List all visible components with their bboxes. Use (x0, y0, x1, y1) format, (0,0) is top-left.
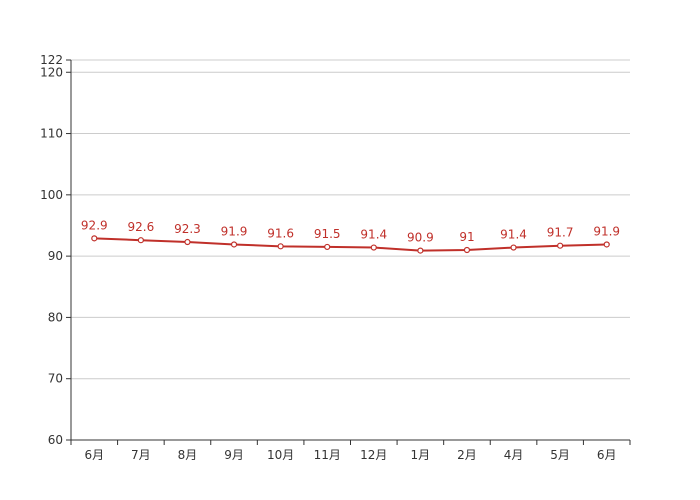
x-tick-label: 6月 (84, 448, 104, 462)
data-point (557, 242, 564, 249)
y-tick-label: 80 (48, 310, 63, 324)
data-point (417, 247, 424, 254)
data-label: 91.7 (547, 226, 574, 240)
data-point (324, 243, 331, 251)
x-tick-label: 2月 (457, 448, 477, 462)
y-tick-label: 70 (48, 372, 63, 386)
data-label: 91 (459, 230, 474, 244)
x-tick-label: 4月 (504, 448, 524, 462)
x-axis-ticks: 6月 7月 8月 9月 10月 11月 12月 1月 2月 4月 5月 6月 (70, 440, 631, 462)
data-label: 91.9 (593, 224, 620, 238)
x-tick-label: 8月 (178, 448, 198, 462)
data-point (510, 244, 517, 251)
x-tick-label: 5月 (550, 448, 570, 462)
data-point (230, 241, 238, 248)
data-point (603, 241, 610, 248)
x-tick-label: 7月 (131, 448, 151, 462)
data-label: 92.6 (128, 220, 155, 234)
data-point (91, 235, 98, 242)
y-tick-label: 122 (40, 53, 63, 67)
data-point (463, 246, 471, 254)
series-line (94, 237, 607, 252)
grid-lines (71, 59, 630, 441)
y-tick-label: 100 (40, 188, 63, 202)
y-tick-label: 120 (40, 65, 63, 79)
data-label: 91.9 (221, 224, 248, 238)
data-label: 91.4 (500, 228, 527, 242)
data-label: 91.6 (267, 226, 294, 240)
x-tick-label: 12月 (360, 448, 387, 462)
data-label: 92.9 (81, 218, 108, 232)
data-label: 91.4 (360, 228, 387, 242)
data-labels: 92.9 92.6 92.3 91.9 91.6 91.5 91.4 90.9 91 91.4 91… (81, 218, 620, 244)
data-point (137, 237, 144, 244)
x-tick-label: 10月 (267, 448, 294, 462)
x-tick-label: 1月 (411, 448, 431, 462)
data-label: 90.9 (407, 231, 434, 245)
x-tick-label: 11月 (314, 448, 341, 462)
data-label: 91.5 (314, 227, 341, 241)
data-point (277, 243, 284, 250)
data-points (91, 235, 610, 254)
data-point (184, 238, 191, 246)
y-tick-label: 60 (48, 433, 63, 447)
x-tick-label: 6月 (597, 448, 617, 462)
data-point (370, 244, 377, 251)
data-label: 92.3 (174, 222, 201, 236)
y-tick-label: 110 (40, 127, 63, 141)
y-tick-label: 90 (48, 249, 63, 263)
x-tick-label: 9月 (224, 448, 244, 462)
